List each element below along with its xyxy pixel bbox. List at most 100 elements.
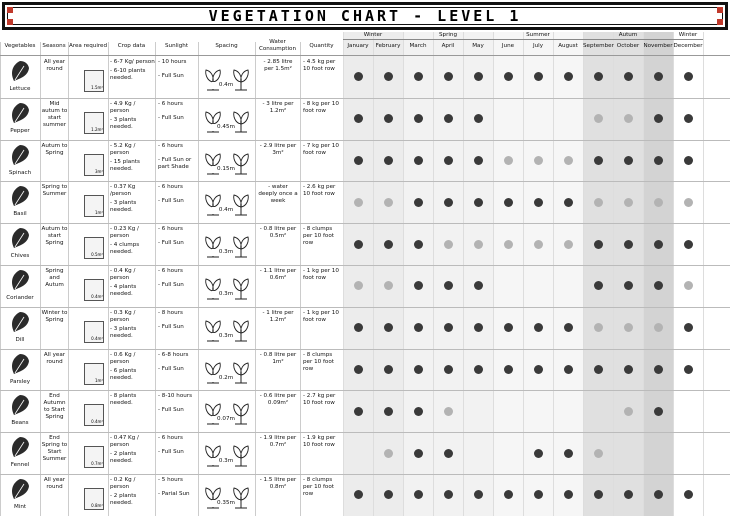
season-dot [533, 239, 543, 249]
vegetable-name: Beans [11, 420, 29, 427]
spacing-label: 0.3m [212, 291, 240, 298]
sunlight-line: - 6 hours [158, 184, 183, 191]
month-label: May [472, 43, 484, 49]
season-dot [683, 156, 693, 165]
spacing-label: 0.35m [212, 500, 240, 507]
season-dot [473, 281, 483, 291]
season-dot [443, 239, 453, 249]
season-dot [653, 156, 663, 165]
month-band [403, 32, 433, 516]
crop-line: - 6 plants needed. [110, 367, 137, 381]
water-text: - 1.9 litre per 0.7m² [259, 435, 297, 449]
vegetable-icon [12, 61, 29, 81]
season-dot [443, 72, 453, 82]
season-dot [653, 197, 663, 207]
quantity-text: - 8 clumps per 10 foot row [303, 226, 334, 247]
quantity-text: - 8 clumps per 10 foot row [303, 351, 334, 372]
crop-cell: - 4.9 Kg / person - 3 plants needed. [110, 101, 155, 133]
vegetable-name: Lettuce [9, 86, 31, 92]
season-dot [683, 490, 693, 500]
season-dot [653, 490, 663, 500]
area-box [84, 237, 104, 260]
season-dot [593, 156, 603, 165]
area-box [84, 111, 104, 134]
column-header: Seasons [42, 42, 66, 49]
season-dot [683, 365, 693, 374]
season-dot [353, 323, 363, 333]
season-text: End Autumn to Start Spring [43, 393, 66, 421]
crop-line: - 3 plants needed. [110, 116, 137, 130]
area-box [84, 320, 104, 343]
spacing-label: 0.15m [212, 165, 240, 173]
vegetable-name: Pepper [10, 127, 30, 134]
season-dot [623, 197, 633, 207]
month-label: January [347, 43, 369, 49]
vegetable-name: Mint [13, 504, 27, 510]
month-label: March [409, 43, 427, 49]
season-dot [593, 197, 603, 207]
sunlight-line: - 8 hours [158, 309, 183, 316]
crop-line: - 15 plants needed. [110, 158, 140, 172]
month-band [673, 32, 703, 516]
season-dot [593, 448, 603, 458]
season-dot [593, 72, 603, 82]
season-dot [383, 72, 393, 82]
season-dot [383, 197, 393, 207]
crop-line: - 0.47 Kg / person [110, 435, 139, 449]
area-box [84, 153, 104, 176]
crop-cell: - 0.4 Kg / person - 4 plants needed. [110, 268, 155, 300]
season-dot [473, 323, 483, 333]
sunlight-cell: - 6 hours - Full Sun [158, 226, 198, 254]
season-dot [683, 114, 693, 124]
season-dot [563, 239, 573, 249]
month-label: July [532, 43, 544, 49]
area-label: 1m² [94, 210, 103, 216]
crop-line: - 0.6 Kg / person [110, 351, 136, 365]
season-dot [623, 156, 633, 165]
season-dot [443, 197, 453, 207]
spacing-cell: 0.3m [198, 265, 255, 307]
season-dot [383, 114, 393, 124]
season-dot [413, 365, 423, 374]
sunlight-line: - Full Sun [158, 449, 184, 456]
season-dot [413, 197, 423, 207]
corner-ornament [7, 7, 13, 13]
season-dot [443, 281, 453, 291]
vegetable-icon [12, 311, 29, 332]
season-dot [443, 323, 453, 333]
column-header: Sunlight [164, 42, 189, 49]
sunlight-cell: - 10 hours - Full Sun [158, 59, 198, 87]
crop-line: - 5.2 Kg / person [110, 142, 136, 156]
season-text: Autum to Spring [41, 142, 68, 156]
season-dot [413, 406, 423, 416]
season-dot [503, 365, 513, 374]
row-line [0, 306, 730, 308]
season-dot [353, 156, 363, 165]
season-dot [563, 490, 573, 500]
sunlight-line: - Full Sun or part Shade [158, 156, 192, 170]
spacing-label: 0.4m [212, 207, 240, 215]
season-dot [413, 156, 423, 165]
vegetable-cell: Mint [0, 474, 40, 516]
sunlight-line: - Full Sun [158, 323, 184, 330]
season-dot [653, 239, 663, 249]
area-cell: 0.4m² [68, 265, 108, 307]
sunlight-line: - 6 hours [158, 435, 183, 442]
month-band [373, 32, 403, 516]
column-header: Water Consumption [258, 39, 297, 52]
vegetable-icon [12, 102, 29, 123]
vegetable-icon [12, 270, 29, 290]
season-dot [353, 114, 363, 124]
water-text: - 2.9 litre per 3m² [259, 142, 297, 156]
water-text: - 0.8 litre per 0.5m² [259, 226, 297, 240]
area-cell: 1m² [68, 181, 108, 223]
season-dot [473, 197, 483, 207]
season-text: All year round [43, 477, 66, 490]
sunlight-line: - 6 hours [158, 268, 183, 274]
area-box [84, 404, 104, 427]
season-dot [443, 490, 453, 500]
quantity-text: - 2.7 kg per 10 foot row [303, 393, 336, 407]
month-band [553, 32, 583, 516]
season-dot [533, 448, 543, 458]
row-line [0, 348, 730, 350]
